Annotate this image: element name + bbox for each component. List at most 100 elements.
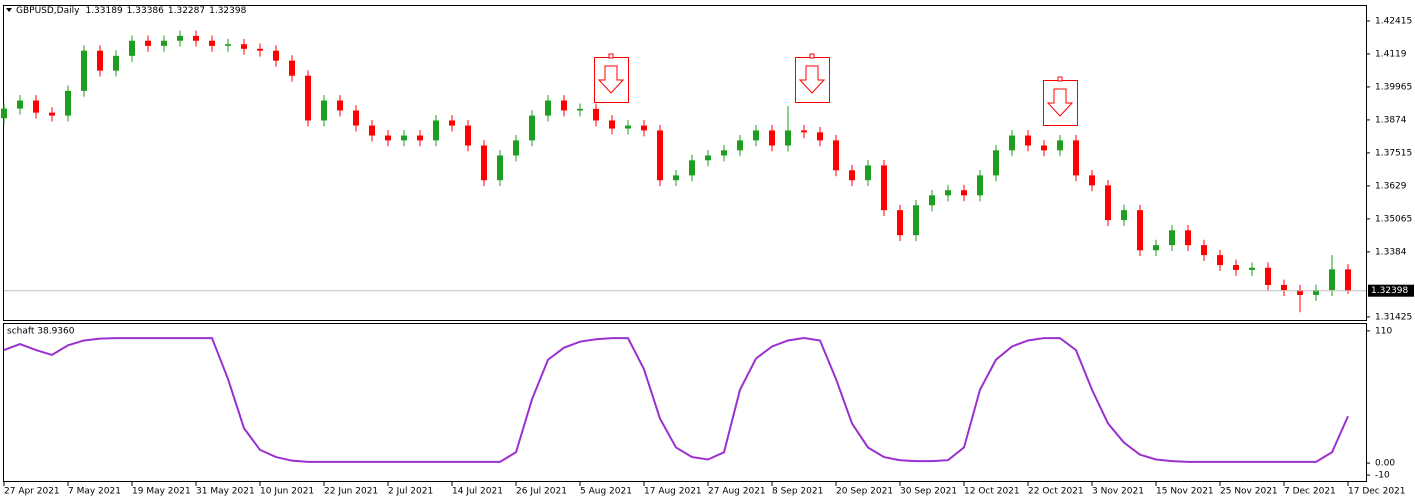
candle-body xyxy=(193,35,199,41)
signal-anchor xyxy=(1057,76,1063,82)
candle-body xyxy=(321,100,327,121)
current-price-box xyxy=(1368,284,1414,297)
ohlc-close: 1.32398 xyxy=(209,6,246,16)
x-tick-label: 14 Jul 2021 xyxy=(452,487,503,497)
candle-body xyxy=(1121,210,1127,221)
candle-body xyxy=(1025,135,1031,146)
x-tick-label: 31 May 2021 xyxy=(196,487,255,497)
candle-body xyxy=(465,125,471,146)
y-tick-label: 1.3629 xyxy=(1375,181,1407,191)
y-tick-label: 1.3874 xyxy=(1375,115,1407,125)
candle-body xyxy=(657,130,663,181)
candle-body xyxy=(49,112,55,116)
candle-body xyxy=(561,100,567,111)
sell-signals xyxy=(594,53,1078,126)
candle-body xyxy=(129,40,135,56)
x-tick-label: 2 Jul 2021 xyxy=(388,487,433,497)
candle-body xyxy=(33,100,39,113)
candle-body xyxy=(1153,245,1159,251)
candle-body xyxy=(177,35,183,41)
x-tick-label: 17 Dec 2021 xyxy=(1348,487,1406,497)
x-tick-label: 30 Sep 2021 xyxy=(900,487,957,497)
candle-body xyxy=(353,110,359,126)
candle-body xyxy=(513,140,519,156)
candle-body xyxy=(1073,140,1079,176)
x-tick-label: 3 Nov 2021 xyxy=(1092,487,1144,497)
candle-body xyxy=(785,130,791,146)
candle-body xyxy=(945,190,951,196)
y-tick-label: 1.4119 xyxy=(1375,49,1407,59)
candle-body xyxy=(337,100,343,111)
x-tick-label: 25 Nov 2021 xyxy=(1220,487,1278,497)
x-tick-label: 15 Nov 2021 xyxy=(1156,487,1214,497)
candle-body xyxy=(1249,267,1255,270)
signal-arrow xyxy=(597,65,625,94)
symbol-header: GBPUSD,Daily 1.33189 1.33386 1.32287 1.32398 xyxy=(16,6,247,16)
candle-body xyxy=(417,135,423,141)
candle-body xyxy=(1345,269,1351,291)
candle-body xyxy=(1,108,7,119)
y-tick-label: -10 xyxy=(1375,471,1390,481)
candle-body xyxy=(721,150,727,156)
price-panel xyxy=(3,5,1367,321)
signal-arrow xyxy=(1046,88,1074,117)
x-tick-label: 22 Oct 2021 xyxy=(1028,487,1084,497)
candle-body xyxy=(769,130,775,146)
signal-anchor xyxy=(809,53,815,59)
candle-body xyxy=(1009,135,1015,151)
y-tick-label: 1.37515 xyxy=(1375,148,1412,158)
candle-body xyxy=(1313,290,1319,295)
candle-body xyxy=(577,108,583,111)
candle-body xyxy=(65,90,71,116)
candle-body xyxy=(1105,185,1111,221)
candle-body xyxy=(833,140,839,171)
candle-body xyxy=(1089,175,1095,186)
ohlc-open: 1.33189 xyxy=(85,6,122,16)
candle-body xyxy=(609,120,615,129)
menu-triangle xyxy=(6,8,12,12)
candle-body xyxy=(737,140,743,151)
candle-body xyxy=(161,40,167,46)
candle-body xyxy=(225,44,231,46)
candle-body xyxy=(497,155,503,181)
candle-body xyxy=(897,210,903,236)
candle-body xyxy=(1297,290,1303,295)
candle-body xyxy=(817,132,823,141)
candle-body xyxy=(705,155,711,161)
candle-body xyxy=(849,170,855,181)
indicator-panel xyxy=(3,323,1367,482)
candle-body xyxy=(369,125,375,136)
candle-body xyxy=(913,205,919,236)
candle-body xyxy=(1169,230,1175,246)
candle-body xyxy=(1057,140,1063,151)
candle-body xyxy=(433,120,439,141)
candle-body xyxy=(17,100,23,109)
indicator-line xyxy=(3,337,1349,463)
candle-body xyxy=(881,165,887,211)
signal-arrow xyxy=(798,65,826,94)
candle-body xyxy=(929,195,935,206)
candle-body xyxy=(1217,255,1223,266)
ohlc-high: 1.33386 xyxy=(127,6,164,16)
candle-body xyxy=(97,50,103,71)
y-tick-label: 0.00 xyxy=(1375,459,1395,469)
candle-body xyxy=(273,50,279,61)
indicator-title: schaft 38.9360 xyxy=(7,327,75,337)
candle-body xyxy=(689,160,695,176)
current-price-label: 1.32398 xyxy=(1371,286,1408,296)
x-tick-label: 20 Sep 2021 xyxy=(836,487,893,497)
candle-body xyxy=(289,60,295,76)
candle-body xyxy=(593,108,599,121)
ohlc-low: 1.32287 xyxy=(168,6,205,16)
x-tick-label: 26 Jul 2021 xyxy=(516,487,567,497)
y-tick-label: 1.31425 xyxy=(1375,312,1412,322)
candle-body xyxy=(257,48,263,51)
y-tick-label: 110 xyxy=(1375,326,1392,336)
candle-body xyxy=(1137,210,1143,251)
candle-body xyxy=(865,165,871,181)
x-tick-label: 22 Jun 2021 xyxy=(324,487,378,497)
candle-body xyxy=(1281,284,1287,291)
y-tick-label: 1.3384 xyxy=(1375,247,1407,257)
candle-body xyxy=(753,130,759,141)
